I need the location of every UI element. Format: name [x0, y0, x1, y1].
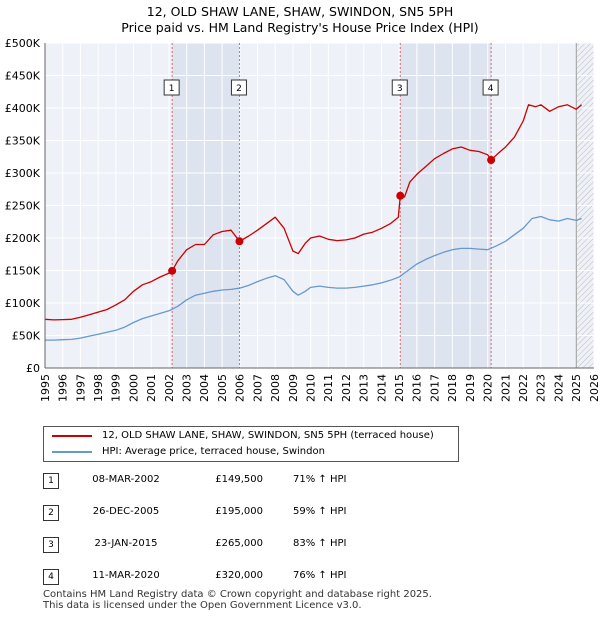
y-tick-label: £450K [5, 70, 41, 83]
x-tick-label: 2006 [234, 374, 247, 402]
x-tick-label: 2026 [588, 374, 600, 402]
sale-label-number: 4 [488, 84, 494, 94]
sale-hpi-change: 76% ↑ HPI [293, 570, 347, 581]
sale-price: £265,000 [215, 538, 263, 549]
x-tick-label: 2016 [411, 374, 424, 402]
x-tick-label: 2015 [393, 374, 406, 402]
y-tick-label: £150K [5, 265, 41, 278]
sale-date: 26-DEC-2005 [92, 506, 160, 517]
sale-number-badge: 2 [43, 505, 59, 521]
sale-row: 3 23-JAN-2015 £265,000 83% ↑ HPI [43, 534, 463, 554]
x-tick-label: 2017 [428, 374, 441, 402]
x-tick-label: 2007 [251, 374, 264, 402]
title-line-1: 12, OLD SHAW LANE, SHAW, SWINDON, SN5 5P… [146, 4, 454, 19]
sale-label-box [230, 79, 247, 96]
x-tick-label: 2019 [464, 374, 477, 402]
legend-swatch-property [52, 435, 92, 437]
y-tick-label: £50K [12, 330, 41, 343]
sale-hpi-change: 83% ↑ HPI [293, 538, 347, 549]
x-tick-label: 2020 [482, 374, 495, 402]
x-tick-label: 1995 [39, 374, 52, 402]
legend: 12, OLD SHAW LANE, SHAW, SWINDON, SN5 5P… [43, 426, 459, 462]
sale-label-number: 1 [169, 84, 175, 94]
sale-label-box [391, 79, 408, 96]
x-tick-label: 2021 [499, 374, 512, 402]
x-tick-label: 2000 [127, 374, 140, 402]
x-tick-label: 2003 [181, 374, 194, 402]
footer-copyright: Contains HM Land Registry data © Crown c… [43, 589, 432, 600]
title-line-2: Price paid vs. HM Land Registry's House … [121, 20, 479, 35]
sale-label-box [482, 79, 499, 96]
x-tick-label: 2023 [535, 374, 548, 402]
sale-number-badge: 3 [43, 537, 59, 553]
footer-licence: This data is licensed under the Open Gov… [43, 600, 362, 611]
x-tick-label: 1997 [74, 374, 87, 402]
x-tick-label: 1998 [92, 374, 105, 402]
sale-row: 1 08-MAR-2002 £149,500 71% ↑ HPI [43, 470, 463, 490]
hpi-line [45, 215, 582, 341]
sale-price: £320,000 [215, 570, 263, 581]
x-tick-label: 1999 [110, 374, 123, 402]
sale-row: 2 26-DEC-2005 £195,000 59% ↑ HPI [43, 502, 463, 522]
x-tick-label: 2025 [570, 374, 583, 402]
sale-point [487, 156, 496, 164]
x-tick-label: 2013 [358, 374, 371, 402]
sale-point [235, 237, 244, 246]
x-tick-label: 1996 [57, 374, 70, 402]
sale-label-number: 3 [397, 84, 403, 94]
legend-label-hpi: HPI: Average price, terraced house, Swin… [102, 446, 325, 457]
sale-hpi-change: 71% ↑ HPI [293, 474, 347, 485]
y-tick-label: £0 [26, 362, 40, 375]
price-chart: 1 2 3 4 £0 £50K £100K £150K £200K £250K £300K £350K… [5, 37, 600, 402]
legend-label-property: 12, OLD SHAW LANE, SHAW, SWINDON, SN5 5P… [102, 430, 434, 441]
x-tick-label: 2018 [446, 374, 459, 402]
x-tick-label: 2009 [287, 374, 300, 402]
x-tick-label: 2001 [145, 374, 158, 402]
property-price-line [45, 104, 583, 321]
sale-price: £195,000 [215, 506, 263, 517]
x-tick-label: 2008 [269, 374, 282, 402]
y-tick-label: £500K [5, 37, 41, 50]
chart-title: 12, OLD SHAW LANE, SHAW, SWINDON, SN5 5P… [0, 4, 600, 36]
x-tick-label: 2005 [216, 374, 229, 402]
x-tick-label: 2010 [304, 374, 317, 402]
y-tick-label: £250K [5, 200, 41, 213]
x-tick-label: 2022 [517, 374, 530, 402]
sale-label-number: 2 [236, 84, 242, 94]
sale-number-badge: 4 [43, 569, 59, 585]
x-tick-label: 2024 [552, 374, 565, 402]
sale-point [396, 191, 405, 200]
sale-number-badge: 1 [43, 473, 59, 489]
legend-swatch-hpi [52, 451, 92, 453]
sale-date: 08-MAR-2002 [92, 474, 160, 485]
series-group [45, 104, 583, 341]
y-tick-label: £200K [5, 232, 41, 245]
y-tick-label: £300K [5, 167, 41, 180]
sale-hpi-change: 59% ↑ HPI [293, 506, 347, 517]
sale-date: 11-MAR-2020 [92, 570, 160, 581]
sale-date: 23-JAN-2015 [94, 538, 158, 549]
sale-price: £149,500 [215, 474, 263, 485]
footer: Contains HM Land Registry data © Crown c… [43, 589, 432, 611]
sale-point [168, 266, 177, 275]
y-tick-label: £400K [5, 102, 41, 115]
sale-row: 4 11-MAR-2020 £320,000 76% ↑ HPI [43, 566, 463, 586]
x-tick-label: 2012 [340, 374, 353, 402]
x-tick-label: 2011 [322, 374, 335, 402]
y-tick-label: £100K [5, 297, 41, 310]
sale-label-box [163, 79, 180, 96]
y-tick-label: £350K [5, 135, 41, 148]
x-tick-label: 2014 [375, 374, 388, 402]
x-tick-label: 2002 [163, 374, 176, 402]
x-tick-label: 2004 [198, 374, 211, 402]
